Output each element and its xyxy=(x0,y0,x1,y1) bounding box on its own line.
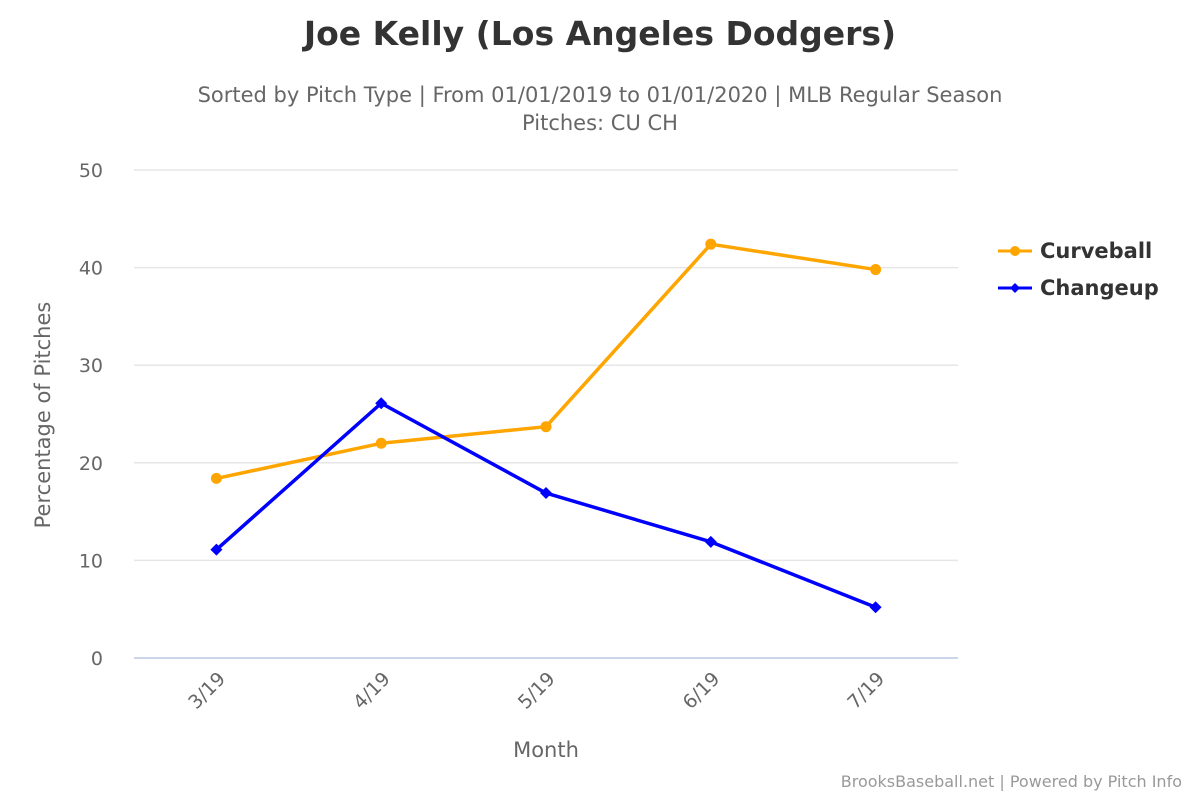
x-tick-label: 7/19 xyxy=(843,668,889,714)
credits[interactable]: BrooksBaseball.net | Powered by Pitch In… xyxy=(840,772,1182,791)
y-tick-label: 0 xyxy=(91,648,103,670)
data-point-changeup xyxy=(210,543,223,556)
data-point-curveball xyxy=(375,437,387,449)
chart-subtitle: Sorted by Pitch Type | From 01/01/2019 t… xyxy=(197,83,1003,107)
data-point-changeup xyxy=(869,601,882,614)
diamond-marker-icon xyxy=(998,282,1032,293)
data-point-changeup xyxy=(375,397,388,410)
legend-label: Changeup xyxy=(1040,275,1159,300)
x-tick-label: 4/19 xyxy=(349,668,395,714)
y-tick-label: 40 xyxy=(79,258,103,280)
y-tick-label: 50 xyxy=(79,160,103,182)
data-point-curveball xyxy=(705,238,717,250)
data-point-changeup xyxy=(704,535,717,548)
legend-item-changeup[interactable]: Changeup xyxy=(998,269,1159,306)
circle-marker-icon xyxy=(998,245,1032,256)
data-point-changeup xyxy=(540,487,552,500)
series-line-changeup xyxy=(215,401,877,609)
legend: Curveball Changeup xyxy=(998,232,1159,306)
chart-subtitle-pitches: Pitches: CU CH xyxy=(522,111,678,135)
data-point-curveball xyxy=(870,264,882,276)
y-tick-label: 30 xyxy=(79,355,103,377)
y-axis-ticks: 0 10 20 30 40 50 xyxy=(79,160,103,670)
data-point-curveball xyxy=(210,472,222,484)
x-axis-label: Month xyxy=(513,738,579,762)
series-curveball xyxy=(210,238,882,484)
legend-label: Curveball xyxy=(1040,238,1153,263)
x-tick-label: 6/19 xyxy=(679,668,725,714)
x-axis-ticks: 3/19 4/19 5/19 6/19 7/19 xyxy=(184,668,889,714)
x-tick-label: 3/19 xyxy=(184,668,230,714)
legend-item-curveball[interactable]: Curveball xyxy=(998,232,1159,269)
gridlines xyxy=(134,169,958,659)
series-group xyxy=(210,238,882,614)
data-point-curveball xyxy=(540,421,552,433)
chart-title: Joe Kelly (Los Angeles Dodgers) xyxy=(303,14,897,53)
y-axis-label: Percentage of Pitches xyxy=(31,302,55,529)
y-tick-label: 20 xyxy=(79,453,103,475)
series-changeup xyxy=(210,397,882,614)
y-tick-label: 10 xyxy=(79,550,103,572)
series-line-curveball xyxy=(216,242,876,481)
x-tick-label: 5/19 xyxy=(514,668,560,714)
